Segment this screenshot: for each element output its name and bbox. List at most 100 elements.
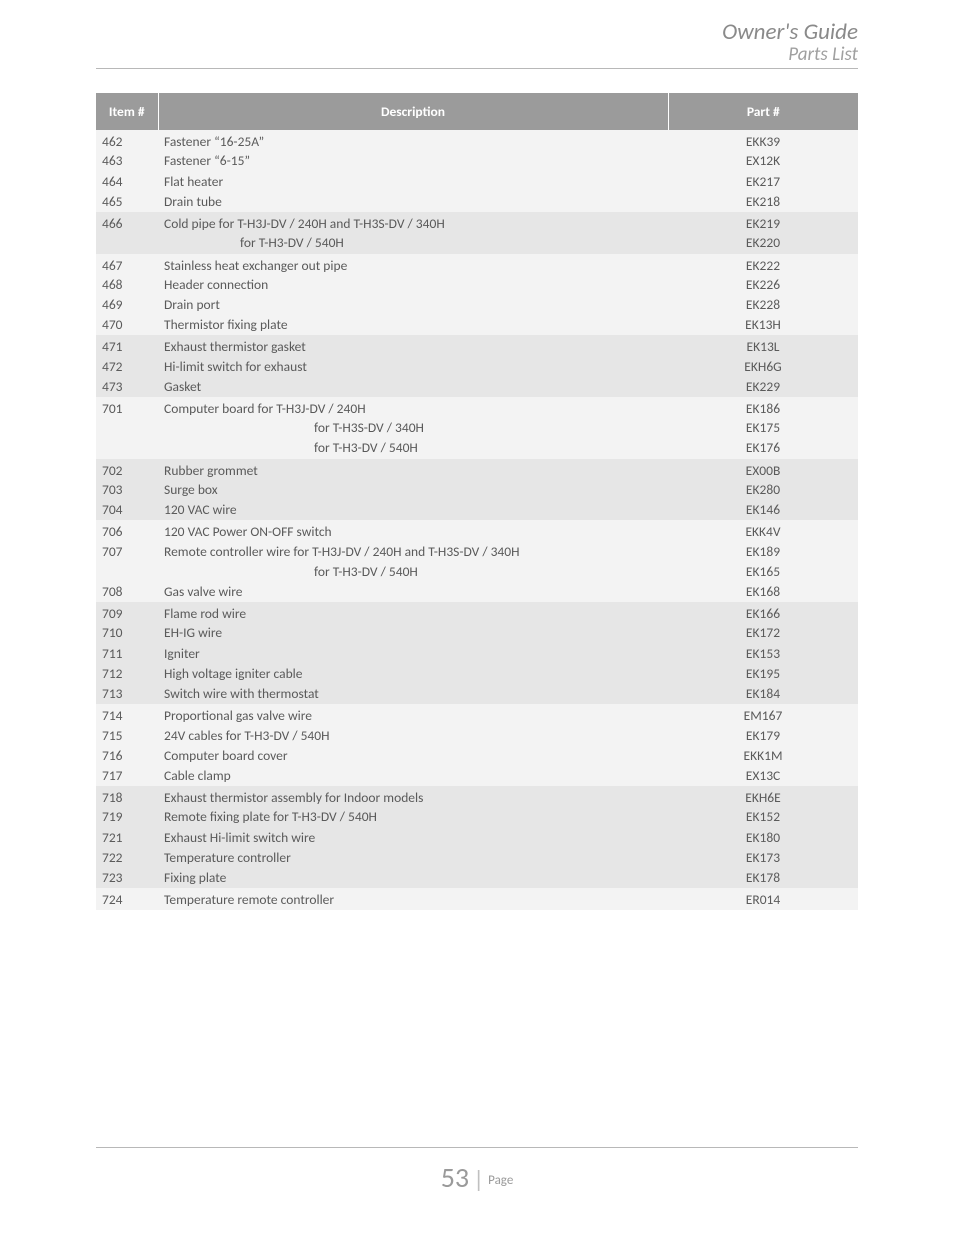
cell-part: EK180 <box>668 828 858 848</box>
cell-part: EK218 <box>668 192 858 212</box>
cell-item: 467 <box>96 254 158 275</box>
table-row: 462Fastener “16-25A”EKK39 <box>96 130 858 151</box>
cell-item: 472 <box>96 357 158 377</box>
cell-item: 471 <box>96 335 158 356</box>
cell-item: 710 <box>96 623 158 643</box>
table-row: 723Fixing plateEK178 <box>96 868 858 888</box>
table-row: 713Switch wire with thermostatEK184 <box>96 684 858 704</box>
table-row: 703Surge boxEK280 <box>96 480 858 500</box>
page-container: Owner's Guide Parts List Item # Descript… <box>0 0 954 910</box>
cell-item: 719 <box>96 807 158 827</box>
table-row: 465Drain tubeEK218 <box>96 192 858 212</box>
doc-title: Owner's Guide <box>96 20 858 45</box>
cell-item: 462 <box>96 130 158 151</box>
table-row: 721Exhaust Hi-limit switch wireEK180 <box>96 828 858 848</box>
cell-part: EKH6E <box>668 786 858 807</box>
table-row: 707Remote controller wire for T-H3J-DV /… <box>96 542 858 562</box>
table-row: 710EH-IG wireEK172 <box>96 623 858 643</box>
cell-part: EX00B <box>668 459 858 480</box>
cell-part: EK172 <box>668 623 858 643</box>
cell-part: EK152 <box>668 807 858 827</box>
cell-item: 709 <box>96 602 158 623</box>
table-row: 466Cold pipe for T-H3J-DV / 240H and T-H… <box>96 212 858 233</box>
cell-part: EK165 <box>668 562 858 582</box>
cell-description: Gasket <box>158 377 668 397</box>
cell-description: Drain port <box>158 295 668 315</box>
cell-part: EK222 <box>668 254 858 275</box>
cell-item: 712 <box>96 664 158 684</box>
cell-item: 473 <box>96 377 158 397</box>
table-head: Item # Description Part # <box>96 93 858 130</box>
table-row: 471Exhaust thermistor gasketEK13L <box>96 335 858 356</box>
doc-subtitle: Parts List <box>96 45 858 66</box>
table-row: 706120 VAC Power ON-OFF switchEKK4V <box>96 520 858 541</box>
table-row: 717Cable clampEX13C <box>96 766 858 786</box>
table-row: 719Remote fixing plate for T-H3-DV / 540… <box>96 807 858 827</box>
table-row: 708Gas valve wireEK168 <box>96 582 858 602</box>
cell-description: Remote fixing plate for T-H3-DV / 540H <box>158 807 668 827</box>
cell-description: Stainless heat exchanger out pipe <box>158 254 668 275</box>
parts-table: Item # Description Part # 462Fastener “1… <box>96 93 858 909</box>
cell-part: EK226 <box>668 275 858 295</box>
cell-description: Cold pipe for T-H3J-DV / 240H and T-H3S-… <box>158 212 668 233</box>
cell-item: 715 <box>96 726 158 746</box>
table-row: for T-H3-DV / 540HEK165 <box>96 562 858 582</box>
cell-item: 724 <box>96 888 158 909</box>
cell-description: Exhaust Hi-limit switch wire <box>158 828 668 848</box>
cell-item: 723 <box>96 868 158 888</box>
page-label: Page <box>488 1173 513 1188</box>
table-row: for T-H3-DV / 540HEK220 <box>96 233 858 253</box>
cell-part: EK153 <box>668 644 858 664</box>
cell-description: Temperature remote controller <box>158 888 668 909</box>
cell-item: 469 <box>96 295 158 315</box>
cell-part: EK175 <box>668 418 858 438</box>
cell-part: EK146 <box>668 500 858 520</box>
cell-description: for T-H3-DV / 540H <box>158 438 668 458</box>
cell-item <box>96 562 158 582</box>
table-row: 472Hi-limit switch for exhaustEKH6G <box>96 357 858 377</box>
cell-item: 713 <box>96 684 158 704</box>
cell-description: 120 VAC Power ON-OFF switch <box>158 520 668 541</box>
cell-part: EM167 <box>668 704 858 725</box>
col-header-item: Item # <box>96 93 158 130</box>
table-row: 711IgniterEK153 <box>96 644 858 664</box>
table-row: 473GasketEK229 <box>96 377 858 397</box>
table-body: 462Fastener “16-25A”EKK39463Fastener “6-… <box>96 130 858 909</box>
table-row: 718Exhaust thermistor assembly for Indoo… <box>96 786 858 807</box>
cell-description: for T-H3-DV / 540H <box>158 233 668 253</box>
cell-part: EK228 <box>668 295 858 315</box>
cell-part: EKH6G <box>668 357 858 377</box>
cell-part: EK179 <box>668 726 858 746</box>
cell-part: EKK4V <box>668 520 858 541</box>
cell-part: EK166 <box>668 602 858 623</box>
cell-item: 718 <box>96 786 158 807</box>
page-footer: 53|Page <box>96 1147 858 1195</box>
cell-item: 711 <box>96 644 158 664</box>
table-row: 704120 VAC wireEK146 <box>96 500 858 520</box>
cell-part: EK189 <box>668 542 858 562</box>
cell-description: Hi-limit switch for exhaust <box>158 357 668 377</box>
cell-part: ER014 <box>668 888 858 909</box>
cell-description: Surge box <box>158 480 668 500</box>
cell-description: for T-H3S-DV / 340H <box>158 418 668 438</box>
table-row: for T-H3-DV / 540HEK176 <box>96 438 858 458</box>
cell-description: Exhaust thermistor gasket <box>158 335 668 356</box>
table-row: 469Drain portEK228 <box>96 295 858 315</box>
cell-item: 707 <box>96 542 158 562</box>
table-row: 716Computer board coverEKK1M <box>96 746 858 766</box>
cell-item: 470 <box>96 315 158 335</box>
cell-description: for T-H3-DV / 540H <box>158 562 668 582</box>
cell-part: EK168 <box>668 582 858 602</box>
cell-part: EK184 <box>668 684 858 704</box>
cell-part: EKK39 <box>668 130 858 151</box>
cell-description: 24V cables for T-H3-DV / 540H <box>158 726 668 746</box>
page-number: 53 <box>441 1160 469 1195</box>
cell-part: EK13H <box>668 315 858 335</box>
cell-description: Drain tube <box>158 192 668 212</box>
cell-part: EK176 <box>668 438 858 458</box>
cell-description: EH-IG wire <box>158 623 668 643</box>
cell-item: 466 <box>96 212 158 233</box>
cell-part: EK219 <box>668 212 858 233</box>
table-row: 464Flat heaterEK217 <box>96 172 858 192</box>
cell-item: 722 <box>96 848 158 868</box>
